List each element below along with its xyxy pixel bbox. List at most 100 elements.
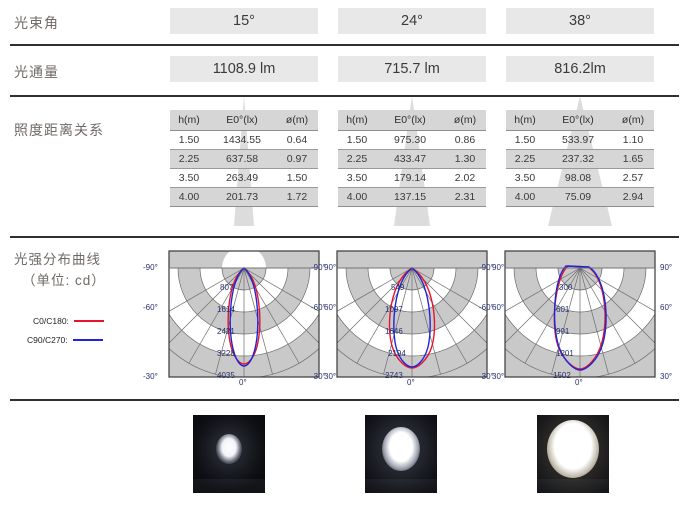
col-header-d: ø(m): [444, 110, 486, 131]
table-row: 4.00 75.09 2.94: [506, 187, 654, 207]
polar-angle-left-60: -60°: [311, 303, 326, 312]
photo-floor-1: [193, 479, 265, 493]
polar-ring-label-5: 4035: [217, 371, 235, 380]
cell-e: 637.58: [208, 149, 276, 169]
beam-angle-value-3: 38°: [506, 8, 654, 34]
divider-polar: [10, 399, 679, 401]
col-header-e: E0°(lx): [376, 110, 444, 131]
polar-angle-right-60: 60°: [492, 303, 505, 312]
illuminance-table-3: h(m) E0°(lx) ø(m) 1.50 533.97 1.10 2.25 …: [506, 110, 654, 207]
flux-value-3: 816.2lm: [506, 56, 654, 82]
col-header-h: h(m): [170, 110, 208, 131]
polar-angle-right-90: 90°: [660, 263, 673, 272]
polar-angle-right-30: 30°: [660, 372, 673, 381]
table-row: 1.50 1434.55 0.64: [170, 130, 318, 150]
beam-photo-1: [193, 415, 265, 493]
polar-angle-center: 0°: [575, 378, 583, 387]
polar-diagram-2: 549 1097 1646 2194 2743 -90° -60° -30° 9…: [311, 250, 504, 390]
polar-ring-label-2: 1097: [385, 305, 403, 314]
row-label-flux: 光通量: [14, 64, 59, 80]
row-label-illuminance: 照度距离关系: [14, 122, 104, 138]
polar-angle-left-90: -90°: [143, 263, 158, 272]
legend-item-c0-c180: C0/C180:: [33, 316, 104, 326]
legend-label-c90-c270: C90/C270:: [27, 335, 68, 345]
polar-angle-left-60: -60°: [479, 303, 494, 312]
col-header-e: E0°(lx): [208, 110, 276, 131]
polar-ring-label-4: 1201: [556, 349, 574, 358]
divider-beam-angle: [10, 44, 679, 46]
beam-photo-3: [537, 415, 609, 493]
illuminance-table-1: h(m) E0°(lx) ø(m) 1.50 1434.55 0.64 2.25…: [170, 110, 318, 207]
cell-h: 2.25: [338, 149, 376, 169]
legend-label-c0-c180: C0/C180:: [33, 316, 69, 326]
table-row: 1.50 533.97 1.10: [506, 130, 654, 150]
cell-h: 2.25: [506, 149, 544, 169]
polar-ring-label-1: 300: [559, 283, 573, 292]
cell-e: 975.30: [376, 130, 444, 150]
cell-d: 2.02: [444, 168, 486, 188]
cell-d: 1.30: [444, 149, 486, 169]
polar-angle-left-60: -60°: [143, 303, 158, 312]
table-row: 2.25 433.47 1.30: [338, 149, 486, 169]
polar-angle-right-60: 60°: [324, 303, 337, 312]
cell-h: 3.50: [170, 168, 208, 188]
flux-value-2: 715.7 lm: [338, 56, 486, 82]
cell-d: 0.97: [276, 149, 318, 169]
polar-ring-label-3: 2421: [217, 327, 235, 336]
legend-item-c90-c270: C90/C270:: [27, 335, 103, 345]
cell-e: 75.09: [544, 187, 612, 207]
table-row: 3.50 263.49 1.50: [170, 168, 318, 188]
cell-h: 4.00: [170, 187, 208, 207]
polar-ring-label-3: 1646: [385, 327, 403, 336]
row-label-polar-line2: （单位: cd）: [22, 273, 106, 288]
cell-e: 237.32: [544, 149, 612, 169]
polar-angle-left-30: -30°: [479, 372, 494, 381]
cell-h: 1.50: [338, 130, 376, 150]
photo-light-spot-3: [547, 420, 599, 479]
col-header-e: E0°(lx): [544, 110, 612, 131]
table-row: 3.50 179.14 2.02: [338, 168, 486, 188]
cell-e: 201.73: [208, 187, 276, 207]
table-header-row: h(m) E0°(lx) ø(m): [338, 110, 486, 131]
beam-angle-value-2: 24°: [338, 8, 486, 34]
row-label-beam-angle: 光束角: [14, 15, 59, 31]
cell-d: 1.65: [612, 149, 654, 169]
cell-e: 179.14: [376, 168, 444, 188]
photo-floor-3: [537, 479, 609, 493]
cell-d: 1.10: [612, 130, 654, 150]
polar-ring-label-1: 807: [220, 283, 234, 292]
polar-angle-center: 0°: [407, 378, 415, 387]
polar-angle-left-30: -30°: [311, 372, 326, 381]
cell-e: 1434.55: [208, 130, 276, 150]
col-header-d: ø(m): [612, 110, 654, 131]
table-row: 1.50 975.30 0.86: [338, 130, 486, 150]
polar-ring-label-1: 549: [391, 283, 405, 292]
polar-angle-center: 0°: [239, 378, 247, 387]
beam-angle-value-1: 15°: [170, 8, 318, 34]
polar-angle-left-90: -90°: [311, 263, 326, 272]
polar-ring-label-4: 3228: [217, 349, 235, 358]
polar-ring-label-3: 901: [556, 327, 570, 336]
table-row: 2.25 637.58 0.97: [170, 149, 318, 169]
polar-ring-label-5: 2743: [385, 371, 403, 380]
cell-h: 2.25: [170, 149, 208, 169]
polar-angle-right-90: 90°: [324, 263, 337, 272]
table-header-row: h(m) E0°(lx) ø(m): [170, 110, 318, 131]
polar-diagram-1: 807 1614 2421 3228 4035 -90° -60° -30° 9…: [143, 250, 336, 390]
legend-swatch-c0-c180-icon: [73, 320, 104, 322]
polar-ring-label-5: 1502: [553, 371, 571, 380]
cell-d: 2.57: [612, 168, 654, 188]
polar-diagram-3: 300 601 901 1201 1502 -90° -60° -30° 90°…: [479, 250, 672, 390]
cell-e: 433.47: [376, 149, 444, 169]
photo-floor-2: [365, 479, 437, 493]
polar-angle-right-30: 30°: [492, 372, 505, 381]
cell-e: 98.08: [544, 168, 612, 188]
polar-ring-label-2: 1614: [217, 305, 235, 314]
table-row: 4.00 201.73 1.72: [170, 187, 318, 207]
col-header-h: h(m): [506, 110, 544, 131]
cell-d: 2.31: [444, 187, 486, 207]
polar-angle-right-30: 30°: [324, 372, 337, 381]
photo-light-spot-1: [216, 434, 242, 465]
polar-angle-left-90: -90°: [479, 263, 494, 272]
